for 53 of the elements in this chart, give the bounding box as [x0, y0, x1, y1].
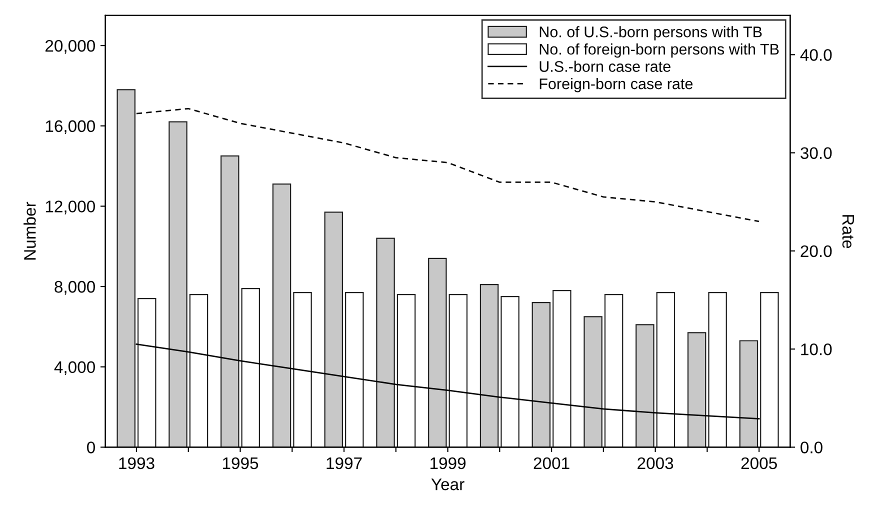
bar: [532, 302, 551, 448]
y2-tick-label: 10.0: [801, 343, 832, 356]
bar: [708, 292, 727, 448]
bar: [293, 292, 312, 448]
bar: [396, 294, 416, 448]
x-axis-title: Year: [431, 478, 464, 490]
bar: [760, 292, 779, 448]
x-tick-label: 2003: [638, 457, 674, 470]
bar: [272, 184, 292, 448]
line-series: [136, 343, 760, 420]
y-axis-title: Number: [24, 202, 36, 260]
bar: [584, 316, 602, 448]
x-tick-label: 2001: [534, 457, 570, 470]
bar: [137, 298, 156, 448]
legend-label: No. of U.S.-born persons with TB: [540, 26, 762, 40]
line-series: [136, 108, 760, 222]
y-tick-label: 16,000: [46, 120, 95, 134]
x-tick-label: 1993: [119, 457, 154, 470]
bar: [189, 294, 208, 448]
legend-label: No. of foreign-born persons with TB: [540, 43, 779, 58]
x-tick-label: 2005: [741, 457, 777, 470]
bar: [168, 121, 188, 448]
bar: [500, 296, 520, 448]
bar: [552, 290, 572, 448]
y2-tick-label: 20.0: [800, 245, 832, 258]
legend-label: Foreign-born case rate: [540, 78, 692, 92]
bar: [324, 212, 344, 448]
bar: [116, 89, 136, 448]
legend-label: U.S.-born case rate: [540, 60, 670, 72]
x-tick-label: 1995: [222, 457, 258, 470]
y-tick-label: 12,000: [46, 200, 95, 214]
bar: [376, 238, 395, 448]
y2-tick-label: 0.0: [800, 442, 822, 454]
bar: [687, 332, 706, 448]
bar: [448, 294, 468, 448]
bar: [739, 340, 758, 448]
y-tick-label: 8,000: [54, 280, 95, 295]
y2-tick-label: 30.0: [800, 147, 832, 159]
bar: [220, 155, 240, 448]
bar: [656, 292, 676, 448]
y-tick-label: 4,000: [54, 361, 95, 376]
bar: [480, 284, 499, 448]
bar: [604, 294, 624, 448]
y-tick-label: 0: [87, 442, 95, 454]
bar: [241, 288, 260, 448]
bar: [345, 292, 364, 448]
x-tick-label: 1997: [326, 457, 362, 470]
bar: [428, 258, 447, 448]
bar: [636, 324, 654, 448]
y2-axis-title: Rate: [842, 215, 854, 248]
y2-tick-label: 40.0: [800, 49, 832, 61]
y-tick-label: 20,000: [46, 40, 95, 54]
x-tick-label: 1999: [430, 457, 466, 470]
